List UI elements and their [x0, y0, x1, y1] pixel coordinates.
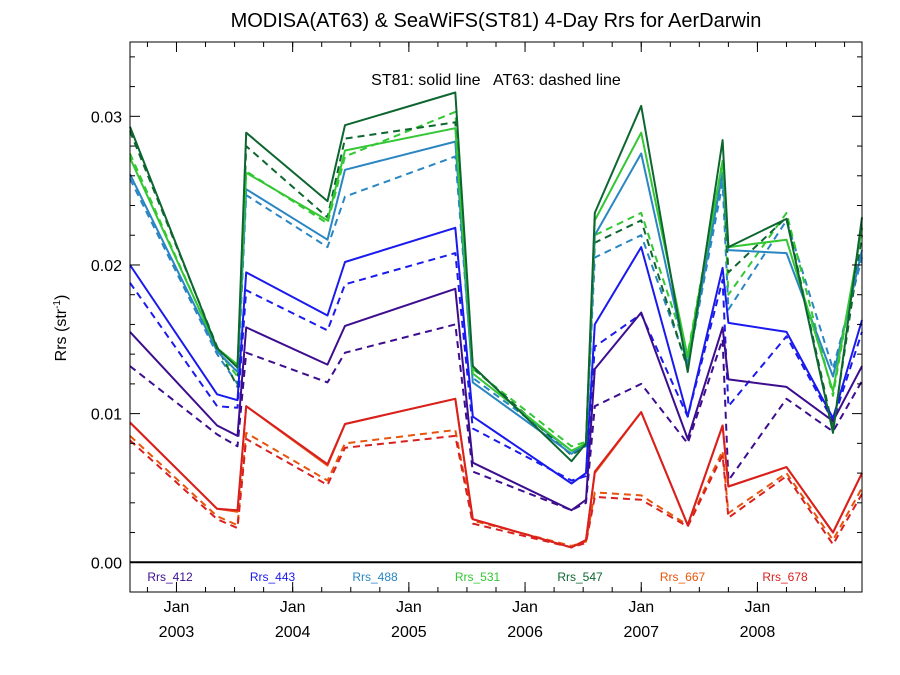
x-tick-label-month: Jan	[164, 599, 190, 616]
series-line-rrs-547-dashed	[129, 121, 863, 457]
series-line-rrs-531-dashed	[129, 110, 863, 448]
legend-label-rrs-488: Rrs_488	[352, 570, 398, 584]
x-tick-label-month: Jan	[628, 599, 654, 616]
legend-label-rrs-547: Rrs_547	[557, 570, 603, 584]
legend-label-rrs-412: Rrs_412	[147, 570, 193, 584]
x-tick-label-year: 2003	[159, 624, 195, 641]
legend-label-rrs-531: Rrs_531	[455, 570, 501, 584]
legend-label-rrs-443: Rrs_443	[250, 570, 296, 584]
x-tick-label-year: 2006	[507, 624, 543, 641]
y-tick-label: 0.02	[91, 258, 122, 275]
chart-title: MODISA(AT63) & SeaWiFS(ST81) 4-Day Rrs f…	[231, 10, 762, 32]
axes: 0.00 0.01 0.02 0.03 Jan 2003 Jan 2004 Jan 2005 Jan…	[91, 41, 863, 641]
y-axis-label: Rrs (str-1)	[52, 295, 70, 362]
x-tick-label-month: Jan	[280, 599, 306, 616]
legend-label-rrs-667: Rrs_667	[660, 570, 706, 584]
y-axis-label-close: )	[53, 295, 70, 300]
x-tick-label-year: 2007	[623, 624, 659, 641]
y-tick-label: 0.00	[91, 555, 122, 572]
x-tick-label-month: Jan	[745, 599, 771, 616]
series-line-rrs-412-solid	[129, 287, 863, 512]
series-line-rrs-678-solid	[129, 397, 863, 549]
legend: Rrs_412 Rrs_443 Rrs_488 Rrs_531 Rrs_547 Rrs_6…	[147, 570, 808, 584]
series-line-rrs-547-solid	[129, 91, 863, 463]
y-tick-label: 0.01	[91, 407, 122, 424]
legend-label-rrs-678: Rrs_678	[762, 570, 808, 584]
series-line-rrs-412-dashed	[129, 323, 863, 512]
series-line-rrs-443-solid	[129, 226, 863, 485]
y-axis-label-main: Rrs (str	[53, 308, 70, 361]
x-tick-label-month: Jan	[396, 599, 422, 616]
series-line-rrs-531-solid	[129, 127, 863, 452]
y-axis-label-superscript: -1	[52, 300, 63, 309]
series-layer	[129, 91, 863, 549]
x-tick-label-year: 2005	[391, 624, 427, 641]
x-tick-label-year: 2008	[740, 624, 776, 641]
x-tick-label-month: Jan	[512, 599, 538, 616]
line-style-annotation: ST81: solid line AT63: dashed line	[371, 72, 621, 89]
y-tick-label: 0.03	[91, 109, 122, 126]
series-line-rrs-443-dashed	[129, 252, 863, 482]
series-line-rrs-678-dashed	[129, 434, 863, 549]
x-tick-label-year: 2004	[275, 624, 311, 641]
